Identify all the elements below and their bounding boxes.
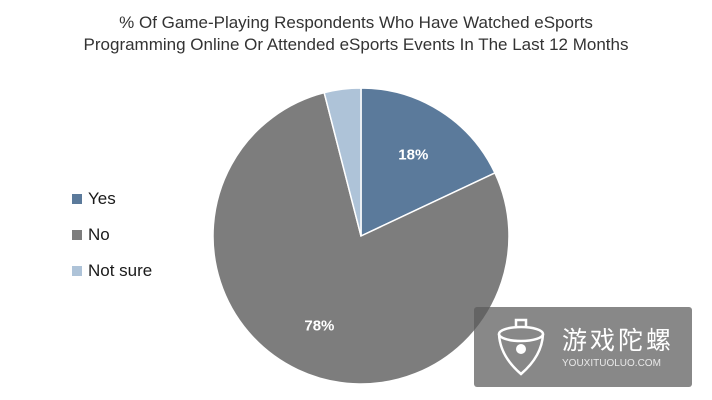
pie-slice-yes bbox=[360, 87, 496, 238]
legend-swatch-not-sure bbox=[72, 266, 82, 276]
legend: Yes No Not sure bbox=[72, 189, 152, 297]
chart-title-line-2: Programming Online Or Attended eSports E… bbox=[83, 35, 629, 54]
watermark-domain: YOUXITUOLUO.COM bbox=[562, 358, 661, 369]
spinning-top-logo-icon bbox=[497, 318, 545, 376]
legend-item-yes: Yes bbox=[72, 189, 152, 209]
watermark-name: 游戏陀螺 bbox=[562, 326, 675, 355]
data-label-yes: 18% bbox=[398, 147, 428, 164]
chart-title: % Of Game-Playing Respondents Who Have W… bbox=[0, 12, 712, 56]
legend-swatch-yes bbox=[72, 194, 82, 204]
legend-item-no: No bbox=[72, 225, 152, 245]
legend-item-not-sure: Not sure bbox=[72, 261, 152, 281]
legend-swatch-no bbox=[72, 230, 82, 240]
pie-slice-no bbox=[212, 91, 510, 385]
legend-label-yes: Yes bbox=[88, 189, 116, 208]
pie-slice-not-sure bbox=[323, 87, 362, 237]
chart-title-line-1: % Of Game-Playing Respondents Who Have W… bbox=[119, 13, 593, 32]
legend-label-not-sure: Not sure bbox=[88, 261, 153, 280]
data-label-no: 78% bbox=[304, 317, 334, 334]
legend-label-no: No bbox=[88, 225, 110, 244]
watermark: 游戏陀螺 YOUXITUOLUO.COM bbox=[474, 307, 692, 387]
